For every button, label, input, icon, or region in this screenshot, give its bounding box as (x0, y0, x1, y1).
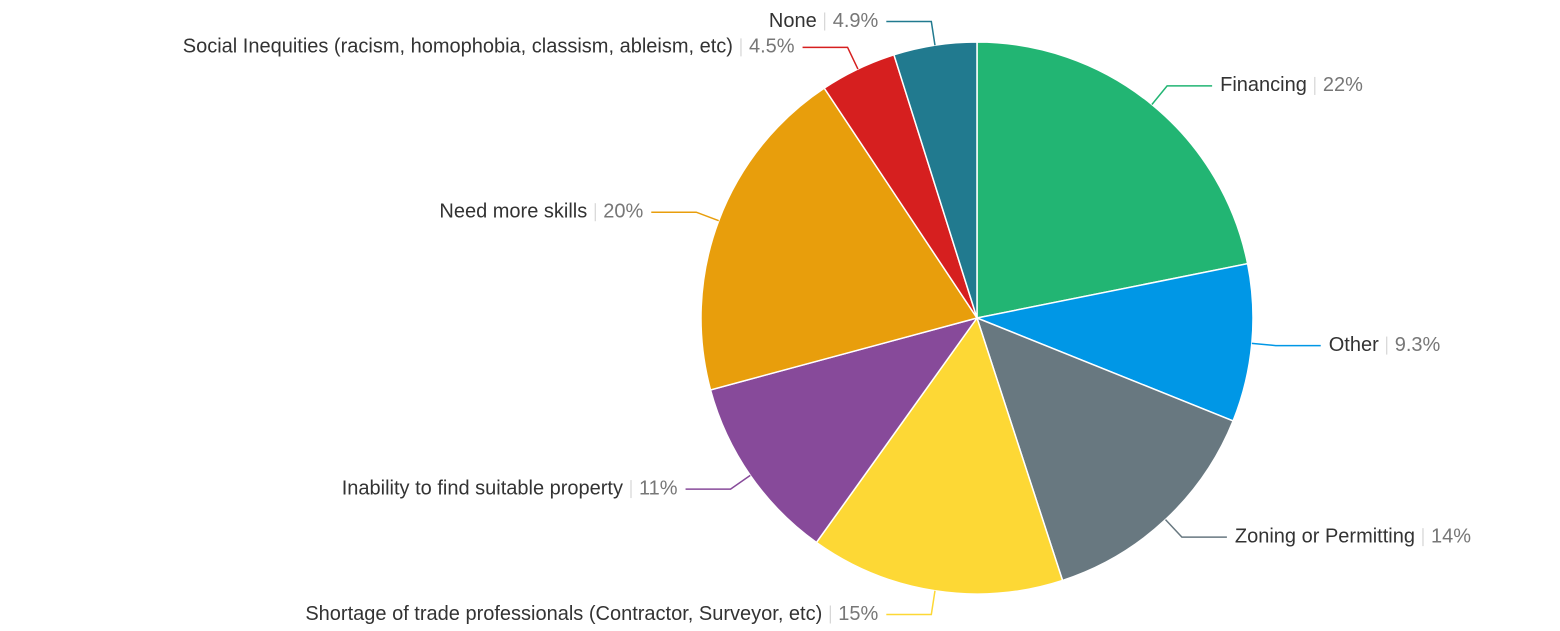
leader-line (1251, 342, 1321, 347)
value-label: 22% (1323, 74, 1363, 96)
leader-line (802, 46, 859, 70)
pie-slice (892, 41, 978, 319)
leader-line (1151, 85, 1213, 105)
value-label: 11% (639, 477, 678, 499)
leader-line (1164, 519, 1227, 538)
slice-label: Zoning or Permitting (1235, 525, 1415, 547)
slice-label: Inability to find suitable property (342, 477, 623, 499)
pie-slice (974, 262, 1254, 422)
value-label: 15% (838, 603, 878, 625)
value-label: 4.5% (749, 36, 795, 58)
slice-label: Shortage of trade professionals (Contrac… (305, 603, 822, 625)
pie-slice (815, 316, 1064, 595)
leader-line (886, 590, 936, 616)
slice-label: Need more skills (439, 201, 587, 223)
leader-line (685, 474, 751, 490)
slice-label: None (769, 10, 817, 32)
value-label: 14% (1431, 525, 1471, 547)
pie-slice (709, 316, 979, 544)
slice-label: Social Inequities (racism, homophobia, c… (183, 36, 733, 58)
value-label: 4.9% (833, 10, 879, 32)
value-label: 20% (603, 201, 643, 223)
pie-slice (976, 41, 1249, 319)
pie-slice (700, 87, 979, 391)
leader-line (886, 20, 936, 46)
slice-label: Financing (1220, 74, 1307, 96)
value-label: 9.3% (1395, 334, 1441, 356)
leader-line (651, 211, 719, 222)
slice-label: Other (1329, 334, 1379, 356)
